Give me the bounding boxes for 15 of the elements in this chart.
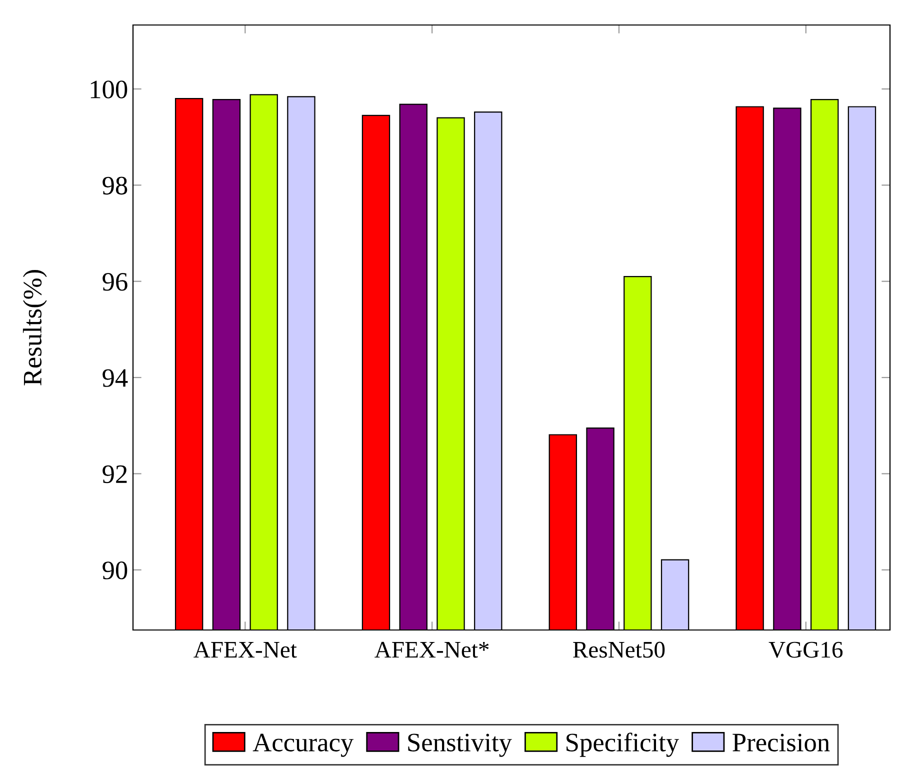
x-tick-label: ResNet50 (573, 642, 665, 658)
x-tick-label: AFEX-Net (194, 642, 297, 658)
y-axis-title: Results(%) (22, 270, 47, 386)
x-tick-label: VGG16 (768, 642, 843, 658)
legend-label: Senstivity (408, 734, 512, 757)
y-tick-label: 96 (102, 273, 128, 291)
y-tick-label: 100 (90, 80, 128, 98)
y-tick-label: 98 (102, 176, 128, 195)
y-tick-label: 94 (102, 369, 128, 387)
legend-label: Precision (732, 734, 830, 752)
legend-label: Accuracy (252, 734, 354, 757)
legend-label: Specificity (566, 732, 680, 757)
y-tick-label: 90 (102, 561, 128, 580)
x-tick-label: AFEX-Net* (374, 642, 489, 658)
y-tick-label: 92 (102, 465, 127, 484)
